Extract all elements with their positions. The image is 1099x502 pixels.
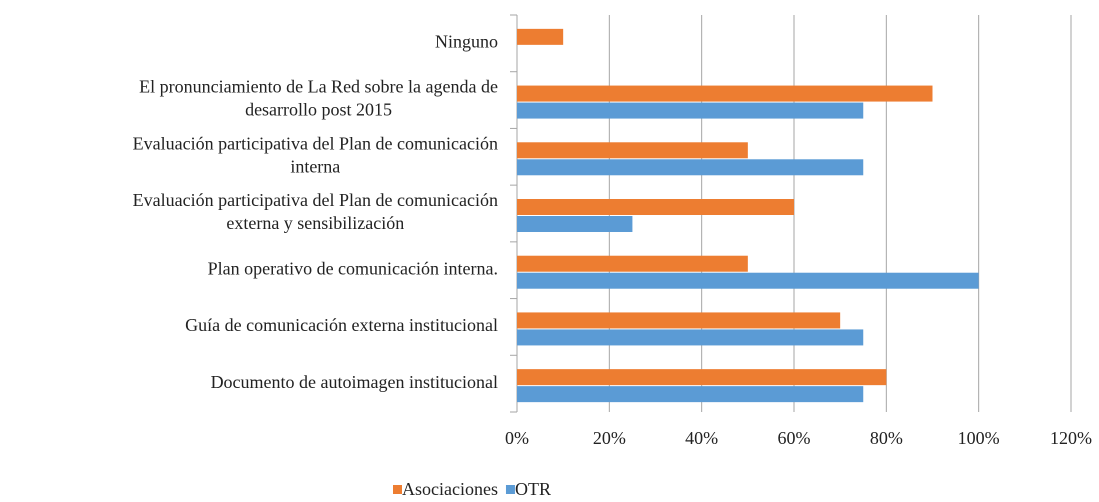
bar (517, 312, 841, 329)
bar (517, 159, 864, 176)
x-tick-label: 0% (505, 428, 529, 448)
y-tick-label: Evaluación participativa del Plan de com… (133, 190, 498, 233)
x-tick-label: 20% (593, 428, 626, 448)
bar (517, 102, 864, 119)
y-tick-label: Evaluación participativa del Plan de com… (133, 133, 498, 176)
y-tick-label: Documento de autoimagen institucional (211, 372, 498, 392)
y-tick-label: Ninguno (435, 31, 498, 51)
bar (517, 369, 887, 386)
bar (517, 329, 864, 346)
bar (517, 199, 794, 215)
x-tick-label: 120% (1050, 428, 1092, 448)
legend-swatch (393, 485, 402, 494)
y-tick-label: Plan operativo de comunicación interna. (208, 258, 498, 278)
x-tick-label: 80% (870, 428, 903, 448)
bar (517, 386, 864, 403)
bar (517, 255, 748, 272)
x-tick-label: 60% (778, 428, 811, 448)
legend-label: OTR (515, 479, 551, 499)
bar (517, 142, 748, 159)
legend-swatch (505, 485, 515, 494)
x-tick-label: 40% (685, 428, 718, 448)
x-tick-label: 100% (958, 428, 1000, 448)
y-tick-label: El pronunciamiento de La Red sobre la ag… (139, 77, 498, 120)
y-tick-label: Guía de comunicación externa institucion… (185, 315, 498, 335)
legend-label: Asociaciones (402, 479, 498, 499)
bar (517, 85, 933, 102)
bar (517, 272, 979, 289)
bar (517, 28, 564, 45)
bar (517, 216, 633, 232)
